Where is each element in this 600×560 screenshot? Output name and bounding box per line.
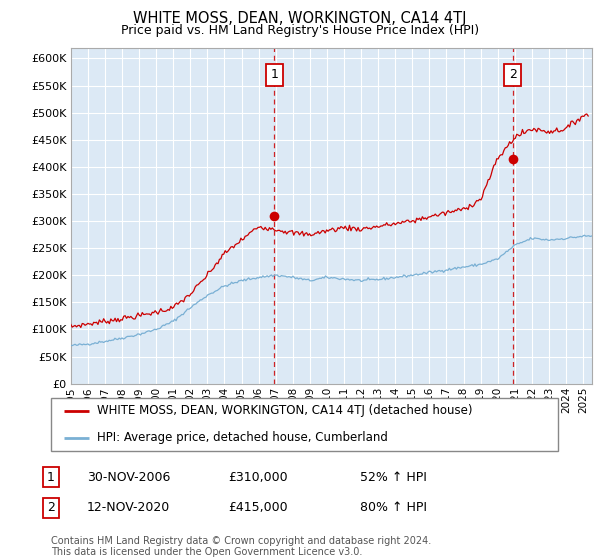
Text: £310,000: £310,000 [228,470,287,484]
Text: 12-NOV-2020: 12-NOV-2020 [87,501,170,515]
Text: 30-NOV-2006: 30-NOV-2006 [87,470,170,484]
Text: 2: 2 [509,68,517,81]
Text: 52% ↑ HPI: 52% ↑ HPI [360,470,427,484]
Text: WHITE MOSS, DEAN, WORKINGTON, CA14 4TJ: WHITE MOSS, DEAN, WORKINGTON, CA14 4TJ [133,11,467,26]
FancyBboxPatch shape [51,398,558,451]
Text: 2: 2 [47,501,55,515]
Text: Contains HM Land Registry data © Crown copyright and database right 2024.
This d: Contains HM Land Registry data © Crown c… [51,535,431,557]
Text: £415,000: £415,000 [228,501,287,515]
Text: WHITE MOSS, DEAN, WORKINGTON, CA14 4TJ (detached house): WHITE MOSS, DEAN, WORKINGTON, CA14 4TJ (… [97,404,472,417]
Text: Price paid vs. HM Land Registry's House Price Index (HPI): Price paid vs. HM Land Registry's House … [121,24,479,36]
Text: 80% ↑ HPI: 80% ↑ HPI [360,501,427,515]
Text: 1: 1 [271,68,278,81]
Text: HPI: Average price, detached house, Cumberland: HPI: Average price, detached house, Cumb… [97,431,388,444]
Text: 1: 1 [47,470,55,484]
